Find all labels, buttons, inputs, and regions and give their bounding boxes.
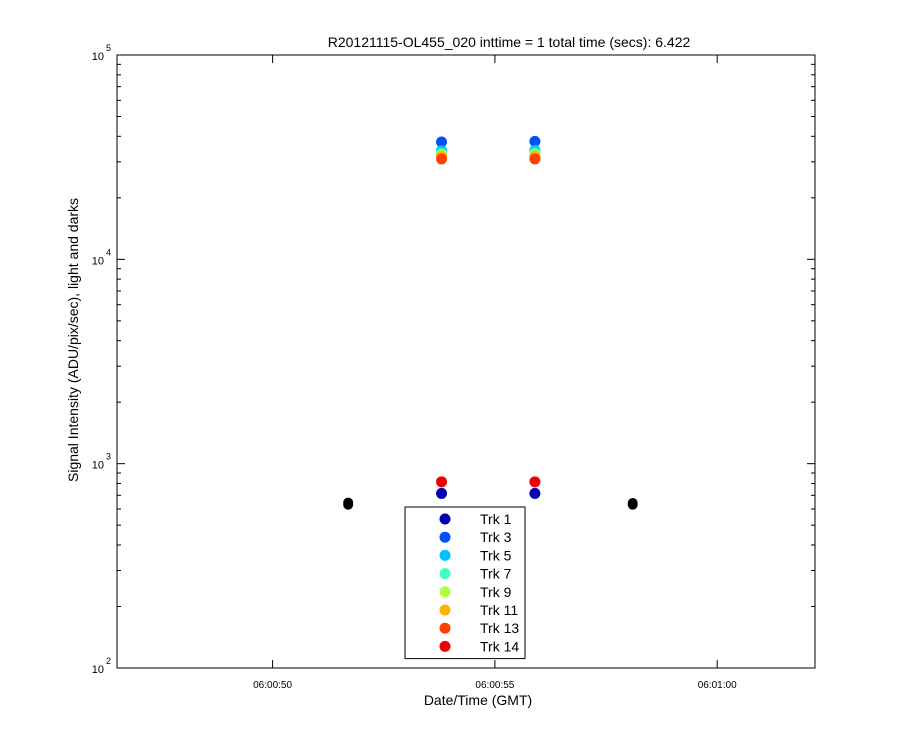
y-tick-label-base: 10 <box>92 460 104 472</box>
x-axis-ticks: 06:00:50 06:00:55 06:01:00 <box>253 55 737 691</box>
legend-marker <box>439 549 451 561</box>
y-tick-label-base: 10 <box>92 664 104 676</box>
plot-frame <box>116 54 816 669</box>
data-point <box>436 476 448 488</box>
legend-marker <box>439 604 451 616</box>
data-point <box>436 487 448 499</box>
data-point <box>529 135 541 147</box>
legend-label: Trk 11 <box>480 602 518 618</box>
legend-marker <box>439 622 451 634</box>
data-point <box>529 153 541 165</box>
legend: Trk 1 Trk 3 Trk 5 Trk 7 Trk 9 Trk 11 Trk 13 Trk… <box>404 506 526 660</box>
legend-label: Trk 13 <box>480 620 519 636</box>
data-point <box>529 487 541 499</box>
y-axis-label: Signal Intensity (ADU/pix/sec), light an… <box>65 198 81 482</box>
y-tick-label-base: 10 <box>92 51 104 63</box>
legend-marker <box>439 568 451 580</box>
x-tick-label: 06:01:00 <box>698 680 737 691</box>
legend-label: Trk 3 <box>480 529 512 545</box>
y-tick-label-exp: 3 <box>106 452 111 462</box>
data-point <box>436 136 448 148</box>
legend-label: Trk 5 <box>480 547 512 563</box>
x-tick-label: 06:00:55 <box>475 680 514 691</box>
y-tick-label-exp: 2 <box>106 656 111 666</box>
x-tick-label: 06:00:50 <box>253 680 292 691</box>
y-tick-label-exp: 4 <box>106 247 111 257</box>
data-point <box>436 153 448 165</box>
y-tick-label-base: 10 <box>92 255 104 267</box>
dark-point <box>627 497 638 508</box>
data-point <box>529 476 541 488</box>
x-axis-label: Date/Time (GMT) <box>424 692 532 708</box>
legend-label: Trk 7 <box>480 566 512 582</box>
chart-title: R20121115-OL455_020 inttime = 1 total ti… <box>328 34 691 50</box>
legend-label: Trk 1 <box>480 511 512 527</box>
legend-marker <box>439 586 451 598</box>
y-tick-label-exp: 5 <box>106 43 111 53</box>
legend-marker <box>439 513 451 525</box>
legend-label: Trk 14 <box>480 638 519 654</box>
legend-marker <box>439 531 451 543</box>
legend-box <box>404 506 526 660</box>
legend-marker <box>439 640 451 652</box>
dark-point <box>343 497 354 508</box>
data-points <box>343 135 638 510</box>
legend-label: Trk 9 <box>480 584 512 600</box>
